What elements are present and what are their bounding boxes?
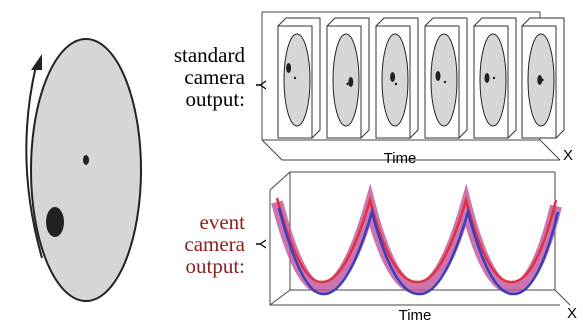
standard-label: standard: [174, 43, 246, 67]
event-label: output:: [185, 254, 245, 278]
event-edge-red: [277, 198, 556, 282]
frame-dot: [541, 79, 543, 81]
y-label: Y: [252, 80, 269, 90]
diagram: standard camera output: event camera out…: [0, 0, 583, 324]
x-label: X: [567, 305, 577, 322]
frame-dot: [286, 63, 291, 73]
x-label: X: [563, 147, 573, 164]
event-label: event: [200, 210, 246, 234]
large-dot: [46, 207, 64, 237]
y-label: Y: [252, 239, 269, 249]
frame-dot: [348, 77, 353, 87]
frame-dot: [436, 71, 441, 81]
time-label: Time: [399, 307, 432, 324]
frame-dot: [493, 77, 495, 79]
frame-dot: [485, 73, 490, 83]
small-dot: [83, 155, 89, 165]
disk: [31, 39, 141, 301]
event-label: camera: [184, 232, 245, 256]
frame-disk: [480, 34, 506, 126]
frame-dot: [444, 81, 446, 83]
frame-dot: [294, 77, 296, 79]
frame-disk: [382, 34, 408, 126]
frames: [278, 18, 564, 138]
standard-label: camera: [184, 65, 245, 89]
frame-dot: [395, 83, 397, 85]
frame-dot: [390, 72, 395, 82]
frame-disk: [333, 34, 359, 126]
time-label: Time: [384, 150, 417, 167]
frame-disk: [431, 34, 457, 126]
arrow-head: [31, 54, 42, 70]
event-surface: [277, 202, 556, 288]
frame-dot: [346, 83, 348, 85]
standard-label: output:: [185, 87, 245, 111]
frame-disk: [284, 34, 310, 126]
